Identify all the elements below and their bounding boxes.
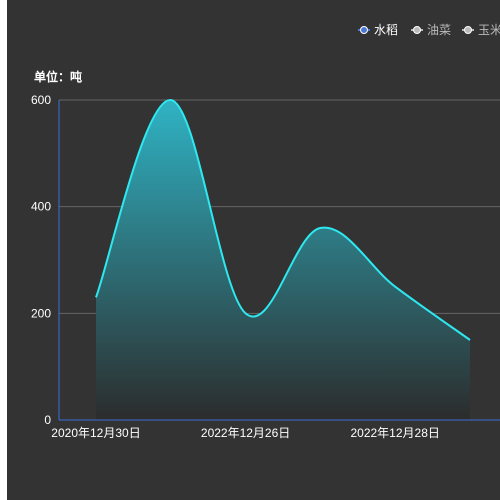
legend-marker-dot [413, 26, 421, 34]
legend-label: 油菜 [427, 23, 451, 37]
axes: 0 200 400 600 2020年12月30日 2022年12月26日 2022年12月… [31, 93, 500, 440]
series-line[interactable] [95, 98, 471, 341]
legend-marker-dot [360, 26, 368, 34]
legend-item[interactable]: 玉米 [462, 23, 500, 37]
series-layer [95, 98, 471, 420]
y-tick-label: 400 [31, 200, 51, 214]
legend-item[interactable]: 油菜 [411, 23, 451, 37]
legend-label: 水稻 [374, 23, 398, 37]
y-tick-label: 600 [31, 93, 51, 107]
legend[interactable]: 水稻 油菜 玉米 [358, 23, 500, 37]
legend-item[interactable]: 水稻 [358, 23, 398, 37]
x-tick-label: 2022年12月26日 [201, 426, 290, 440]
legend-marker-dot [464, 26, 472, 34]
x-tick-label: 2020年12月30日 [51, 426, 140, 440]
unit-label: 单位：吨 [34, 69, 82, 84]
x-tick-label: 2022年12月28日 [350, 426, 439, 440]
y-tick-label: 0 [44, 413, 51, 427]
legend-label: 玉米 [478, 23, 500, 37]
y-tick-label: 200 [31, 306, 51, 320]
series-area [96, 99, 470, 420]
